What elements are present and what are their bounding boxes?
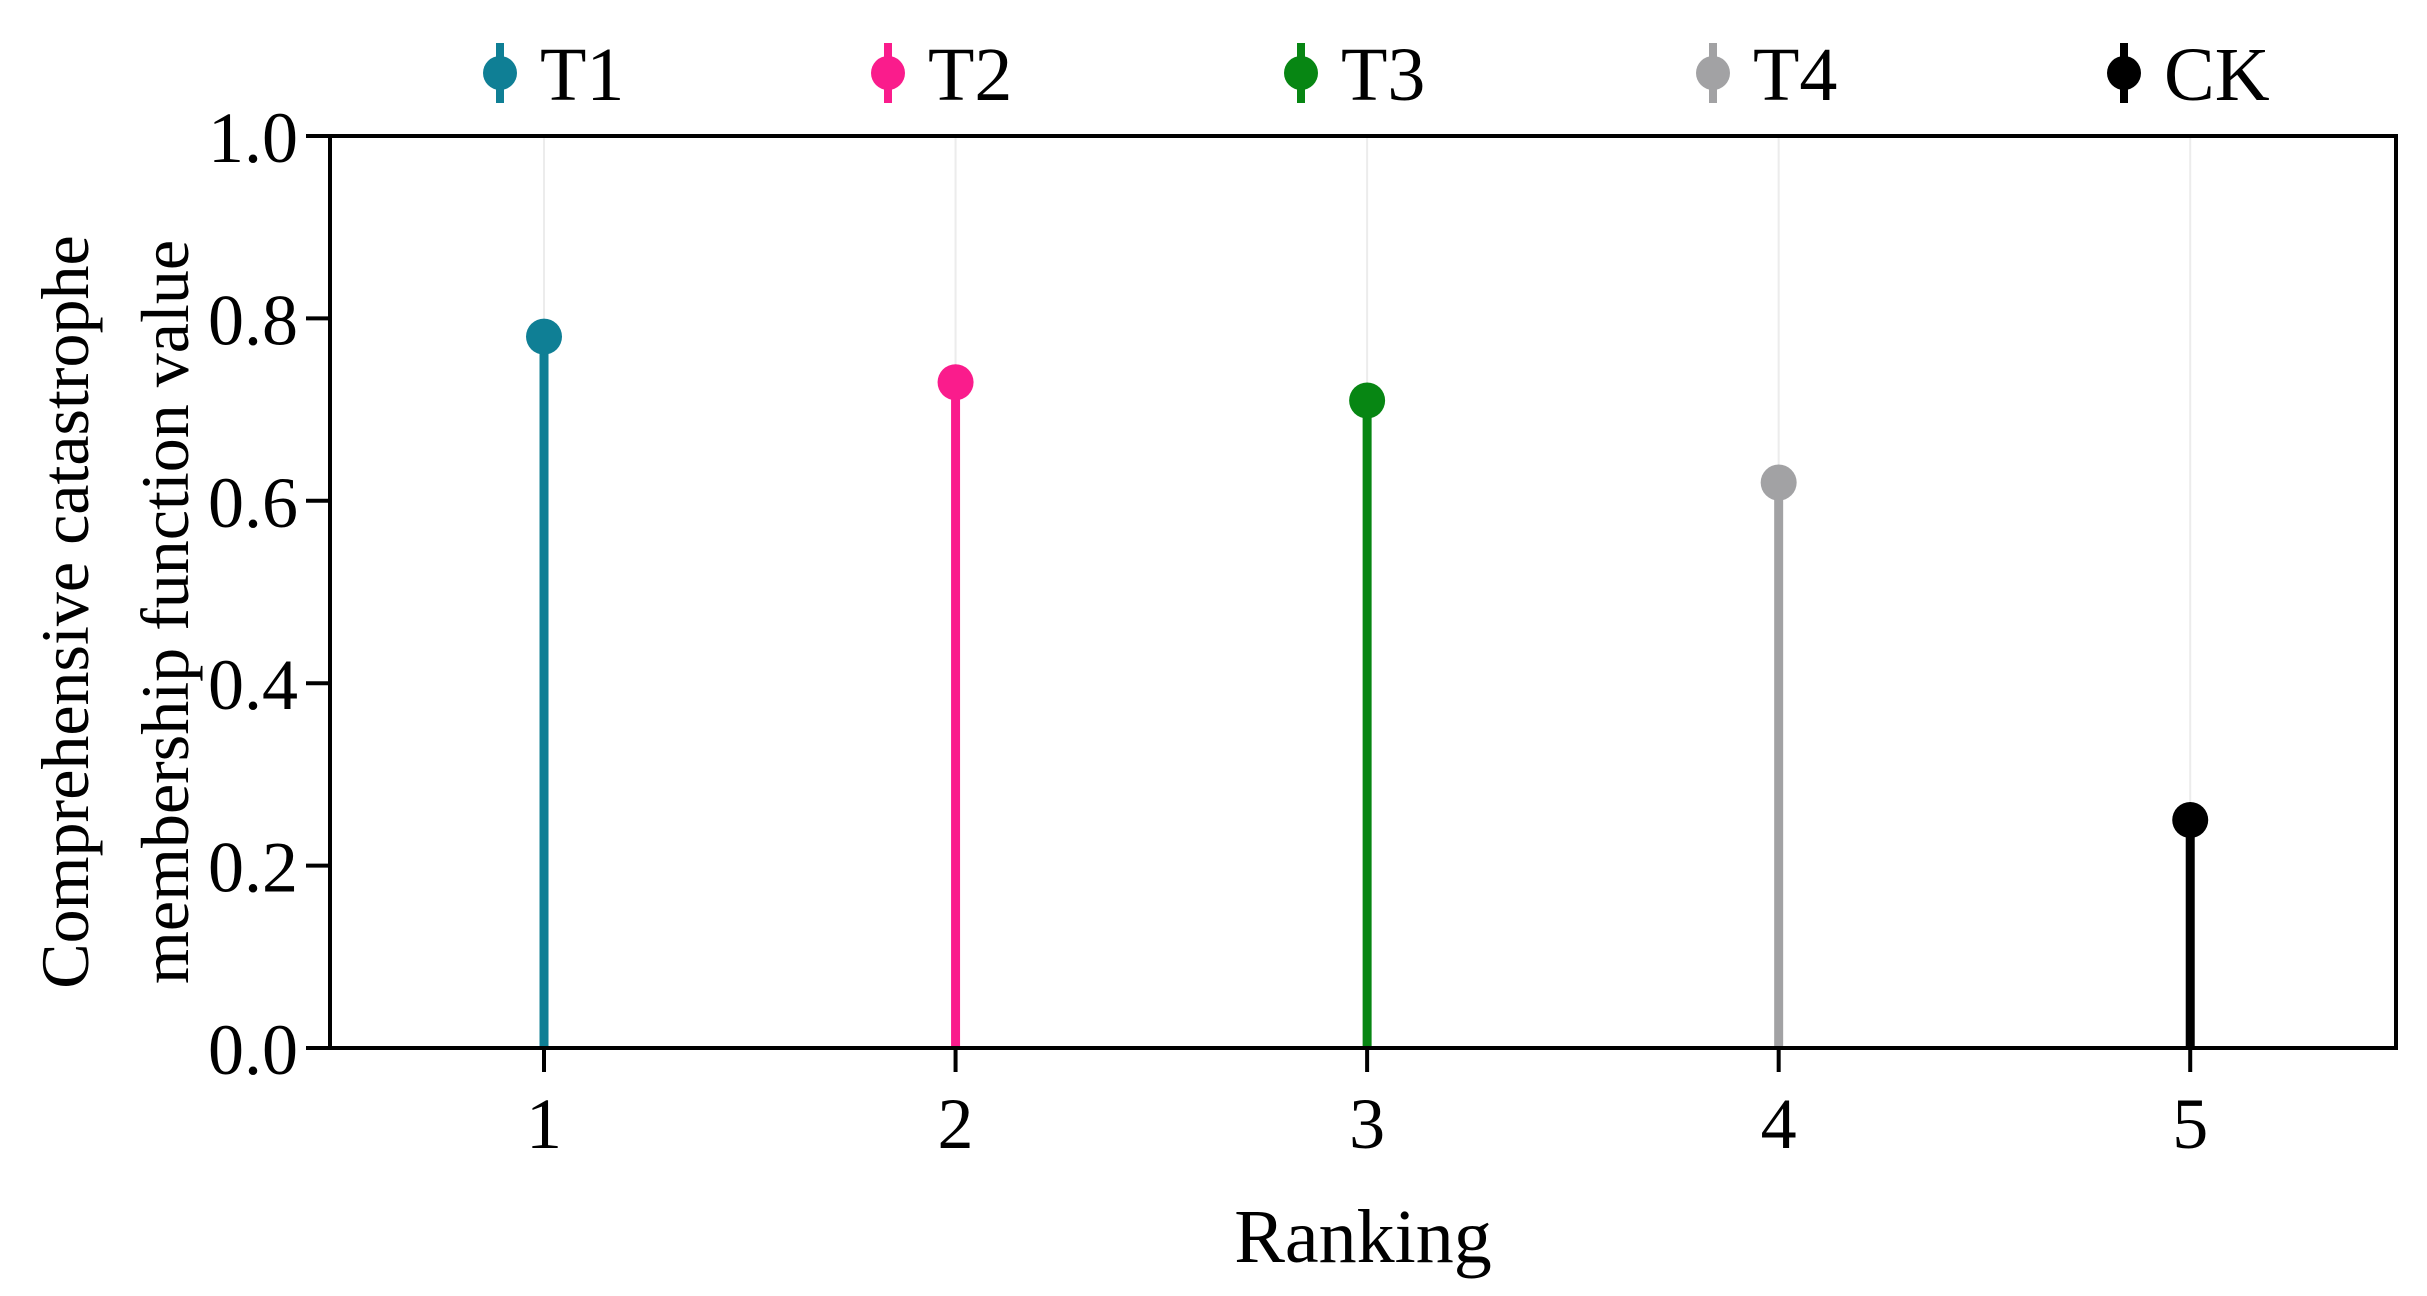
legend-marker-CK [2107,56,2141,90]
y-tick-label-1.0: 1.0 [208,98,298,178]
legend-label-T2: T2 [928,33,1012,117]
legend-marker-T2 [871,56,905,90]
point-T1 [526,318,563,355]
legend-item-T1: T1 [483,33,624,117]
point-CK [2172,802,2209,838]
stems [539,336,2195,1048]
y-tick-label-0.6: 0.6 [208,463,298,543]
legend-label-T3: T3 [1341,33,1425,117]
y-tick-label-0.4: 0.4 [208,645,298,725]
point-T4 [1760,464,1797,501]
y-axis-title-line-1: Comprehensive catastrophe [27,235,103,988]
dots [526,318,2209,838]
legend-marker-T4 [1696,56,1730,90]
x-tick-label-3: 3 [1349,1084,1385,1164]
x-tick-label-5: 5 [2172,1084,2208,1164]
legend-item-T3: T3 [1284,33,1425,117]
y-tick-label-0.0: 0.0 [208,1010,298,1090]
y-axis-title-line-2: membership function value [127,240,203,984]
point-T3 [1349,382,1386,419]
y-tick-label-0.2: 0.2 [208,828,298,908]
legend-label-CK: CK [2164,33,2270,117]
legend-item-T2: T2 [871,33,1012,117]
x-axis-ticks: 1 2 3 4 5 [526,1048,2208,1164]
x-tick-label-2: 2 [938,1084,974,1164]
x-tick-label-4: 4 [1761,1084,1797,1164]
x-axis-title: Ranking [1234,1195,1492,1279]
y-axis-ticks: 0.0 0.2 0.4 0.6 0.8 1.0 [208,98,330,1090]
legend: T1 T2 T3 T4 CK [483,33,2270,117]
legend-marker-T1 [483,56,517,90]
legend-marker-T3 [1284,56,1318,90]
legend-item-T4: T4 [1696,33,1837,117]
legend-label-T4: T4 [1753,33,1837,117]
x-tick-label-1: 1 [526,1084,562,1164]
point-T2 [937,364,974,401]
plot-frame [328,134,2398,1050]
legend-label-T1: T1 [540,33,624,117]
y-tick-label-0.8: 0.8 [208,280,298,360]
legend-item-CK: CK [2107,33,2270,117]
